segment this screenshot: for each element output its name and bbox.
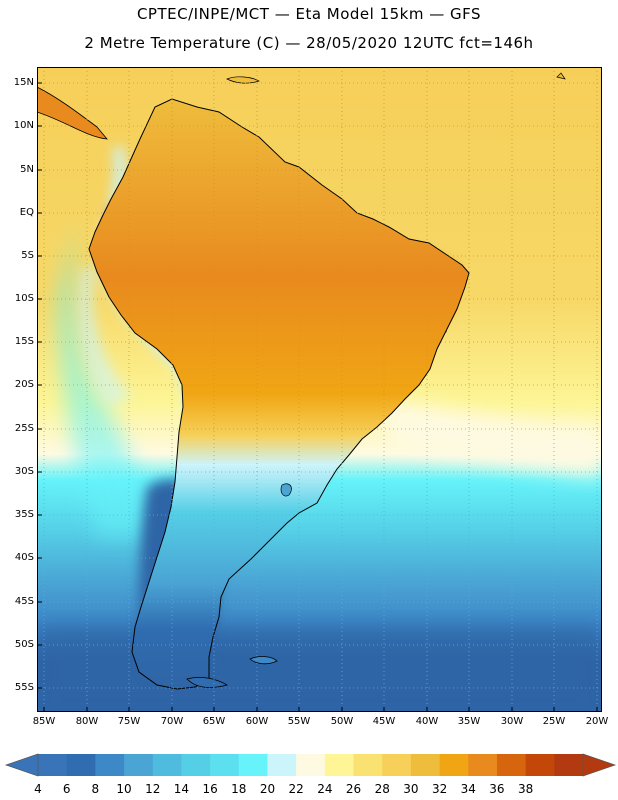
colorbar-swatch [382, 754, 412, 776]
colorbar-label: 14 [173, 782, 190, 796]
lon-label: 75W [117, 716, 141, 727]
colorbar-swatch [152, 754, 182, 776]
colorbar-swatch [267, 754, 297, 776]
lon-label: 45W [372, 716, 396, 727]
caribbean-island [556, 72, 566, 80]
atlantic-warm-band [367, 397, 602, 477]
colorbar-swatch [124, 754, 154, 776]
lon-label: 40W [415, 716, 439, 727]
colorbar-swatch [181, 754, 211, 776]
temperature-map [37, 67, 602, 712]
lat-label: 40S [14, 552, 34, 563]
lon-label: 30W [500, 716, 524, 727]
lon-label: 85W [32, 716, 56, 727]
lon-label: 25W [542, 716, 566, 727]
colorbar-label: 36 [489, 782, 505, 796]
tierra-del-fuego [186, 677, 229, 688]
colorbar-label: 6 [62, 782, 71, 796]
lon-label: 65W [202, 716, 226, 727]
colorbar-label: 22 [288, 782, 304, 796]
lat-label: 10N [13, 120, 34, 131]
colorbar-swatches [38, 754, 584, 776]
colorbar-swatch [525, 754, 555, 776]
lagoa-dos-patos [280, 483, 292, 497]
axis-ticks [37, 82, 598, 712]
colorbar-under-arrow [4, 753, 39, 777]
map-frame [37, 67, 602, 712]
colorbar-label: 28 [374, 782, 390, 796]
colorbar-label: 38 [517, 782, 534, 796]
colorbar-label: 16 [202, 782, 218, 796]
lon-label: 55W [287, 716, 311, 727]
lat-label: 35S [14, 509, 34, 520]
southern-ocean [37, 627, 602, 712]
colorbar-label: 12 [145, 782, 161, 796]
colorbar-swatch [238, 754, 268, 776]
colorbar-label: 26 [345, 782, 362, 796]
colorbar-over-arrow [582, 753, 617, 777]
lon-label: 50W [330, 716, 354, 727]
lat-label: 15S [14, 336, 34, 347]
lat-label: 5N [20, 164, 34, 175]
map-title-field: 2 Metre Temperature (C) — 28/05/2020 12U… [84, 34, 534, 52]
colorbar-swatch [324, 754, 355, 776]
lon-label: 80W [75, 716, 99, 727]
lat-label: 10S [14, 293, 34, 304]
colorbar-swatch [468, 754, 498, 776]
colorbar [4, 753, 617, 777]
lat-label: 50S [14, 639, 34, 650]
colorbar-label: 4 [34, 782, 42, 796]
lon-label: 70W [160, 716, 184, 727]
colorbar-swatch [353, 754, 383, 776]
map-title-model: CPTEC/INPE/MCT — Eta Model 15km — GFS [136, 5, 482, 23]
colorbar-swatch [66, 754, 96, 776]
colorbar-swatch [95, 754, 125, 776]
lon-label: 20W [585, 716, 609, 727]
colorbar-swatch [554, 754, 584, 776]
colorbar-label: 32 [431, 782, 448, 796]
lat-label: EQ [19, 207, 34, 218]
caribbean-island [226, 76, 260, 84]
lat-label: 55S [14, 682, 34, 693]
colorbar-swatch [496, 754, 527, 776]
colorbar-label: 34 [460, 782, 476, 796]
colorbar-swatch [210, 754, 240, 776]
lat-label: 15N [13, 77, 34, 88]
lat-label: 45S [14, 596, 34, 607]
pacific-coastal-band [78, 267, 132, 407]
colorbar-label: 30 [403, 782, 419, 796]
lat-label: 25S [14, 423, 34, 434]
lat-label: 5S [21, 250, 34, 261]
lon-label: 60W [245, 716, 269, 727]
colorbar-label: 10 [116, 782, 132, 796]
falkland-islands [249, 656, 278, 665]
colorbar-label: 20 [259, 782, 276, 796]
colorbar-swatch [296, 754, 326, 776]
lon-label: 35W [457, 716, 481, 727]
lat-label: 30S [14, 466, 34, 477]
colorbar-label: 18 [231, 782, 247, 796]
colorbar-swatch [439, 754, 469, 776]
colorbar-swatch [410, 754, 441, 776]
pacific-cold-current [57, 217, 157, 537]
colorbar-label: 8 [91, 782, 100, 796]
lat-label: 20S [14, 379, 34, 390]
colorbar-label: 24 [317, 782, 333, 796]
colorbar-swatch [38, 754, 68, 776]
